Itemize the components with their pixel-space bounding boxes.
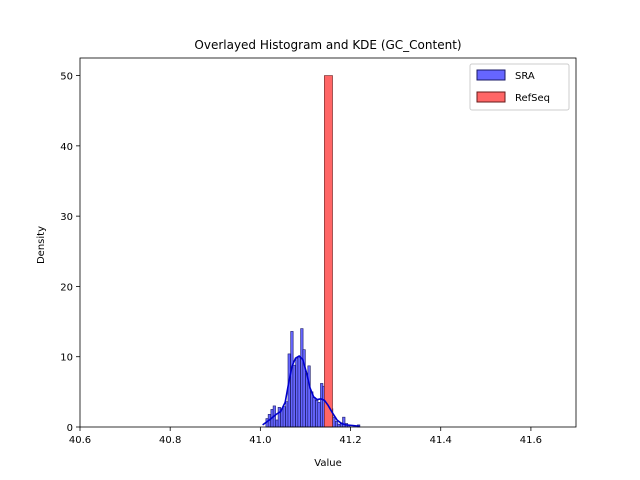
- sra-histogram-bar: [297, 356, 301, 428]
- x-tick-label: 41.4: [430, 435, 452, 446]
- y-tick-label: 30: [60, 212, 73, 223]
- refseq-histogram-bar: [324, 75, 333, 428]
- y-axis-title: Density: [36, 226, 47, 264]
- y-tick-label: 40: [60, 142, 73, 153]
- y-tick-label: 50: [60, 72, 73, 83]
- legend-label-refseq: RefSeq: [515, 93, 550, 104]
- x-tick-label: 40.8: [159, 435, 181, 446]
- x-tick-label: 41.0: [249, 435, 271, 446]
- sra-histogram-bar: [307, 365, 311, 428]
- sra-kde-line: [262, 355, 360, 428]
- sra-histogram-bar: [317, 402, 321, 428]
- sra-histogram-bar: [337, 423, 341, 428]
- sra-histogram-bar: [287, 353, 291, 428]
- y-tick-label: 20: [60, 282, 73, 293]
- legend: SRA RefSeq: [469, 63, 570, 111]
- y-tick-label: 10: [60, 353, 73, 364]
- x-tick-label: 41.6: [520, 435, 542, 446]
- axes-frame: [79, 57, 577, 428]
- legend-label-sra: SRA: [515, 71, 535, 82]
- y-tick-label: 0: [67, 423, 73, 434]
- sra-histogram-bar: [332, 416, 336, 428]
- axis-ticks: 40.6 40.8 41.0 41.2 41.4 41.6 0 10 20 30 40 50: [60, 57, 577, 446]
- chart-title: Overlayed Histogram and KDE (GC_Content): [194, 38, 461, 52]
- legend-swatch-sra: [476, 69, 506, 81]
- legend-swatch-refseq: [476, 91, 506, 103]
- sra-histogram-bar: [282, 406, 286, 428]
- x-tick-label: 41.2: [339, 435, 361, 446]
- x-tick-label: 40.6: [69, 435, 91, 446]
- x-axis-title: Value: [314, 458, 341, 469]
- sra-histogram-bar: [342, 416, 346, 428]
- sra-histogram-bar: [312, 397, 316, 428]
- sra-histogram-bar: [292, 364, 296, 428]
- sra-histogram-bar: [277, 407, 281, 428]
